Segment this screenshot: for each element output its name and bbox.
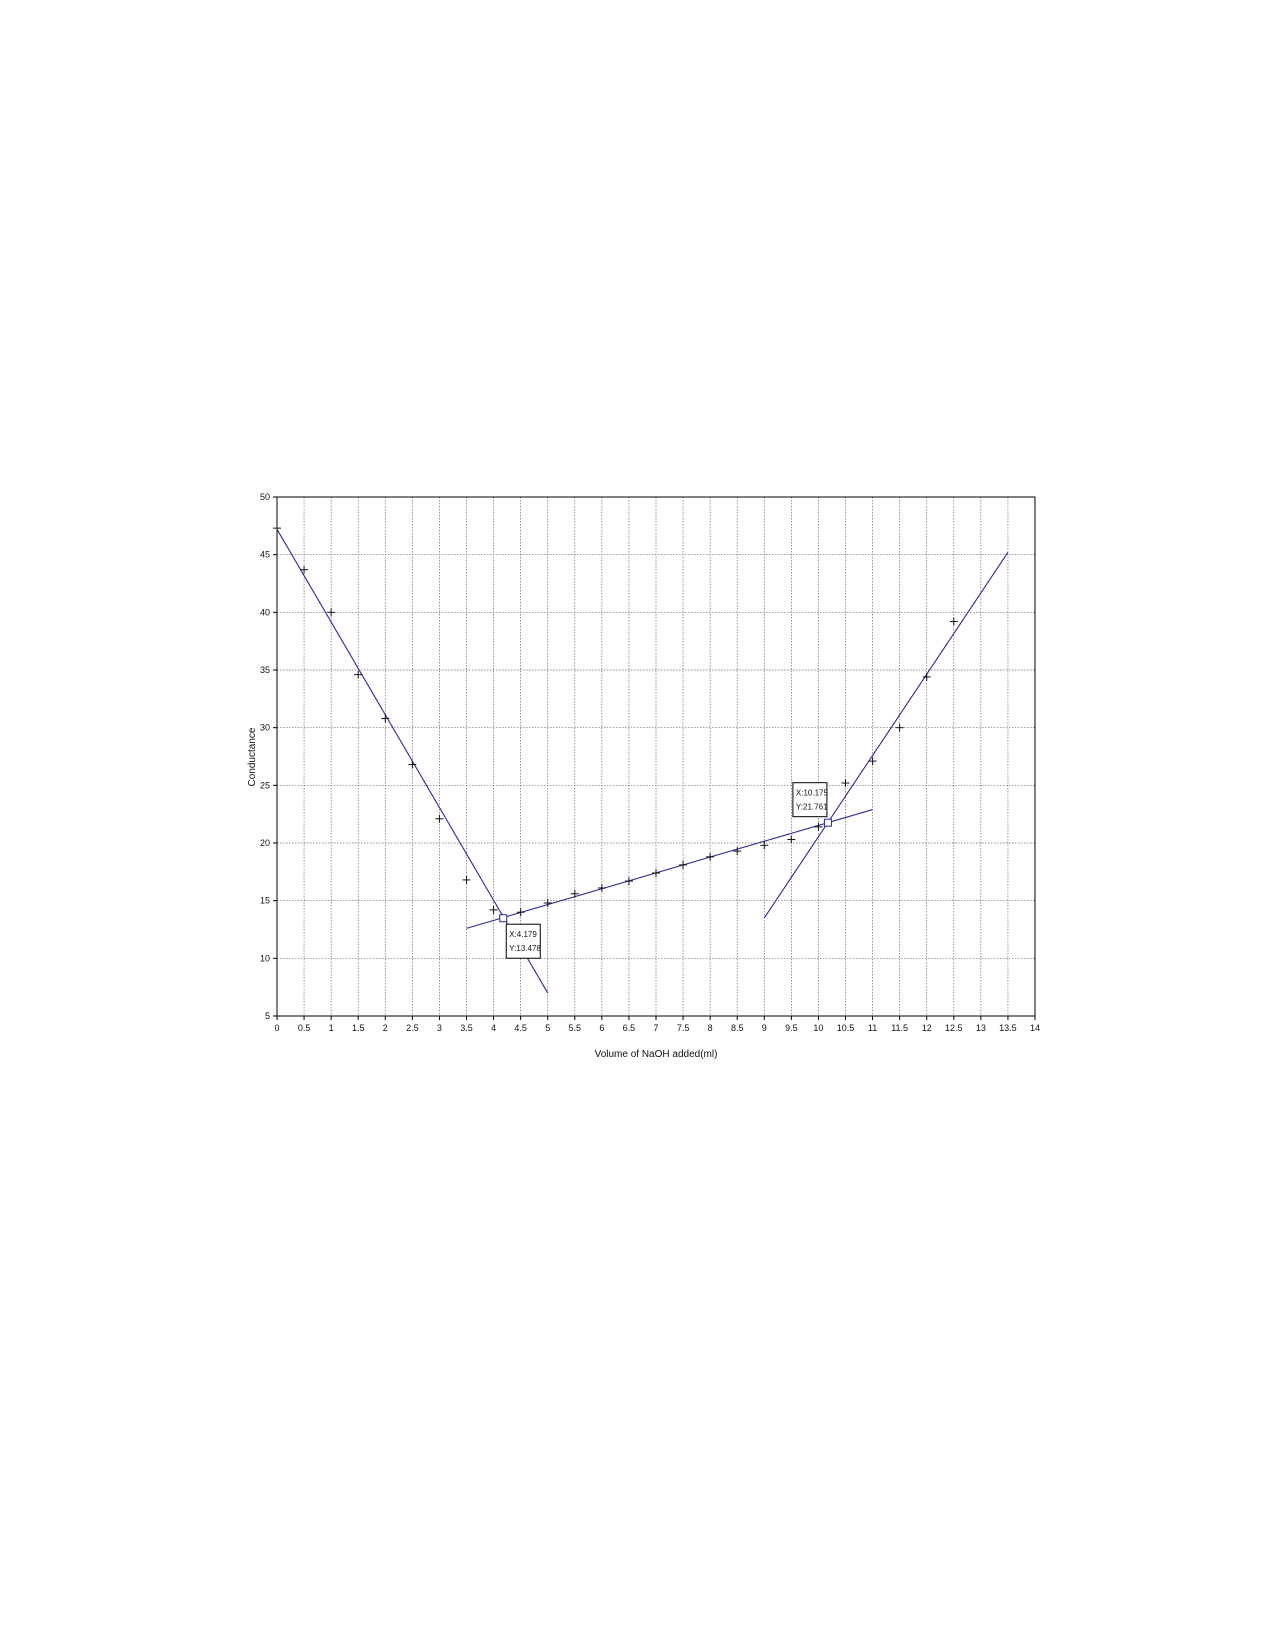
data-point xyxy=(868,757,877,766)
annotation-marker xyxy=(499,914,508,923)
data-point xyxy=(381,714,390,723)
annotation-y-label: Y:21.761 xyxy=(796,803,828,812)
y-tick-label: 10 xyxy=(260,953,270,963)
data-point xyxy=(570,889,579,898)
data-point xyxy=(922,672,931,681)
data-point xyxy=(543,898,552,907)
data-point xyxy=(327,608,336,617)
data-point xyxy=(435,814,444,823)
x-tick-label: 0.5 xyxy=(298,1023,311,1033)
x-tick-label: 11.5 xyxy=(891,1023,908,1033)
annotations: X:4.179 Y:13.478 X:10.175 Y:21.761 xyxy=(499,782,832,959)
y-tick-label: 30 xyxy=(260,723,270,733)
x-tick-label: 4 xyxy=(491,1023,496,1033)
x-tick-label: 10.5 xyxy=(837,1023,855,1033)
data-point xyxy=(814,822,823,831)
y-axis-ticks: 5 10 15 20 25 30 35 40 45 50 xyxy=(260,492,277,1021)
data-point xyxy=(760,841,769,850)
data-points xyxy=(273,524,958,917)
fit-line xyxy=(466,809,873,929)
x-tick-label: 3 xyxy=(437,1023,442,1033)
annotation-x-label: X:4.179 xyxy=(509,930,537,939)
x-tick-label: 13 xyxy=(976,1023,986,1033)
y-tick-label: 5 xyxy=(265,1011,270,1021)
y-tick-label: 50 xyxy=(260,492,270,502)
grid-lines xyxy=(277,497,1035,1016)
x-tick-label: 7.5 xyxy=(677,1023,690,1033)
y-tick-label: 25 xyxy=(260,780,270,790)
annotation-marker xyxy=(823,818,832,827)
x-tick-label: 12.5 xyxy=(945,1023,963,1033)
x-tick-label: 1 xyxy=(329,1023,334,1033)
data-point xyxy=(949,617,958,626)
x-tick-label: 3.5 xyxy=(460,1023,473,1033)
x-tick-label: 12 xyxy=(922,1023,932,1033)
x-tick-label: 10 xyxy=(813,1023,823,1033)
data-point xyxy=(300,565,309,574)
x-tick-label: 13.5 xyxy=(999,1023,1017,1033)
x-tick-label: 5 xyxy=(545,1023,550,1033)
annotation-x-label: X:10.175 xyxy=(796,789,829,798)
fit-lines xyxy=(276,529,1009,994)
y-tick-label: 35 xyxy=(260,665,270,675)
y-axis-title: Conductance xyxy=(247,727,258,786)
y-tick-label: 45 xyxy=(260,550,270,560)
annotation-box xyxy=(792,782,828,818)
data-point xyxy=(706,852,715,861)
x-tick-label: 5.5 xyxy=(569,1023,582,1033)
data-point xyxy=(354,670,363,679)
data-point xyxy=(895,723,904,732)
data-point xyxy=(652,868,660,877)
x-tick-label: 9.5 xyxy=(785,1023,798,1033)
y-tick-label: 15 xyxy=(260,896,270,906)
x-tick-label: 2.5 xyxy=(406,1023,419,1033)
x-tick-label: 2 xyxy=(383,1023,388,1033)
data-point xyxy=(597,883,606,892)
data-point xyxy=(273,524,281,533)
x-tick-label: 14 xyxy=(1030,1023,1040,1033)
data-point xyxy=(733,847,742,856)
data-point xyxy=(679,860,688,869)
x-tick-label: 6 xyxy=(599,1023,604,1033)
data-point xyxy=(841,779,850,788)
x-tick-label: 9 xyxy=(762,1023,767,1033)
data-point xyxy=(787,835,796,844)
annotation-box xyxy=(505,923,541,959)
x-tick-label: 7 xyxy=(653,1023,658,1033)
x-tick-label: 11 xyxy=(868,1023,877,1033)
x-tick-label: 4.5 xyxy=(514,1023,527,1033)
data-point xyxy=(624,877,633,886)
y-tick-label: 40 xyxy=(260,607,270,617)
data-point xyxy=(462,875,471,884)
fit-line xyxy=(763,552,1009,919)
x-axis-title: Volume of NaOH added(ml) xyxy=(595,1049,718,1060)
x-tick-label: 8 xyxy=(708,1023,713,1033)
x-tick-label: 6.5 xyxy=(623,1023,636,1033)
data-point xyxy=(489,905,498,914)
x-tick-label: 8.5 xyxy=(731,1023,744,1033)
data-point xyxy=(516,908,525,917)
x-tick-label: 1.5 xyxy=(352,1023,365,1033)
x-axis-ticks: 0 0.5 1 1.5 2 2.5 3 3.5 4 4.5 5 5.5 6 6.5 7 7.5 8 8.5 9 9.5… xyxy=(274,1016,1040,1033)
x-tick-label: 0 xyxy=(274,1023,279,1033)
y-tick-label: 20 xyxy=(260,838,270,848)
annotation-y-label: Y:13.478 xyxy=(509,944,541,953)
data-point xyxy=(408,760,417,769)
